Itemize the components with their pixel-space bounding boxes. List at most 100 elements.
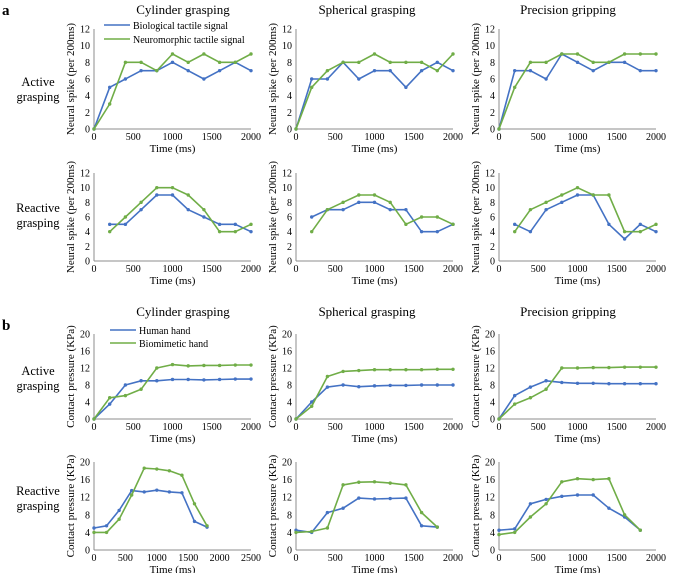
- data-point-neuromorphic-tactile-signal: [108, 102, 112, 106]
- x-tick-label: 0: [294, 422, 299, 433]
- data-point-biological-tactile-signal: [325, 77, 330, 81]
- x-tick-label: 500: [531, 264, 546, 275]
- data-point-biomimetic-hand: [388, 368, 392, 372]
- data-point-biological-tactile-signal: [170, 60, 175, 65]
- y-tick-label: 8: [287, 58, 292, 69]
- y-tick-label: 12: [485, 364, 495, 375]
- data-point-biomimetic-hand: [591, 477, 595, 482]
- data-point-biological-tactile-signal: [357, 200, 361, 205]
- x-tick-label: 1500: [607, 264, 627, 275]
- data-point-neuromorphic-tactile-signal: [654, 52, 658, 56]
- data-point-biological-tactile-signal: [528, 68, 533, 73]
- series-line-biological-tactile-signal: [498, 53, 656, 130]
- data-point-biological-tactile-signal: [607, 222, 611, 227]
- data-point-biomimetic-hand: [310, 529, 314, 534]
- data-point-biological-tactile-signal: [654, 229, 658, 234]
- y-tick-label: 4: [490, 398, 495, 409]
- y-tick-label: 6: [85, 213, 90, 224]
- data-point-neuromorphic-tactile-signal: [202, 52, 206, 56]
- y-tick-label: 20: [80, 458, 90, 469]
- data-point-biomimetic-hand: [139, 387, 143, 391]
- legend-b: Human hand Biomimetic hand: [110, 326, 208, 350]
- x-tick-label: 0: [92, 264, 97, 275]
- y-tick-label: 20: [485, 458, 495, 469]
- legend-a-biological-label: Biological tactile signal: [133, 21, 228, 32]
- x-axis-label: Time (ms): [150, 433, 196, 445]
- data-point-biomimetic-hand: [419, 368, 424, 372]
- data-point-neuromorphic-tactile-signal: [233, 229, 237, 234]
- data-point-neuromorphic-tactile-signal: [341, 60, 345, 65]
- data-point-biological-tactile-signal: [372, 200, 377, 205]
- x-tick-label: 500: [328, 264, 343, 275]
- y-tick-label: 16: [282, 475, 292, 486]
- y-axis-label: Neural spike (per 200ms): [470, 23, 482, 135]
- data-point-biomimetic-hand: [294, 417, 298, 421]
- y-tick-label: 10: [485, 183, 495, 194]
- series-line-human-hand: [93, 489, 208, 529]
- y-tick-label: 16: [80, 475, 90, 486]
- data-point-neuromorphic-tactile-signal: [170, 52, 175, 56]
- x-tick-label: 500: [531, 553, 546, 564]
- data-point-human-hand: [123, 383, 128, 387]
- data-point-biomimetic-hand: [622, 365, 627, 369]
- x-tick-label: 500: [126, 422, 141, 433]
- data-point-biomimetic-hand: [419, 510, 424, 515]
- data-point-biomimetic-hand: [622, 513, 627, 517]
- data-point-biological-tactile-signal: [186, 207, 190, 212]
- data-point-biological-tactile-signal: [217, 222, 222, 227]
- data-point-biomimetic-hand: [186, 364, 190, 368]
- y-axis-label: Neural spike (per 200ms): [65, 161, 77, 273]
- data-point-neuromorphic-tactile-signal: [123, 60, 128, 65]
- y-axis-label: Contact pressure (KPa): [267, 454, 279, 557]
- chart-b-reactive-precision: 0 500 1000 1500 2000 0 4 8 12 16 20 Time (ms) Contac…: [470, 454, 666, 573]
- data-point-biological-tactile-signal: [249, 229, 253, 234]
- data-point-human-hand: [108, 402, 112, 406]
- data-point-neuromorphic-tactile-signal: [638, 229, 642, 234]
- y-tick-label: 4: [85, 91, 90, 102]
- data-point-biological-tactile-signal: [404, 207, 408, 212]
- data-point-biomimetic-hand: [607, 365, 611, 370]
- y-tick-label: 4: [287, 91, 292, 102]
- data-point-biomimetic-hand: [404, 483, 408, 487]
- data-point-neuromorphic-tactile-signal: [294, 127, 298, 131]
- data-point-biomimetic-hand: [435, 367, 439, 371]
- data-point-human-hand: [202, 378, 206, 382]
- y-tick-label: 8: [490, 510, 495, 521]
- row-label-reactive-b-line1: Reactive: [16, 484, 60, 498]
- data-point-biomimetic-hand: [372, 368, 377, 372]
- data-point-neuromorphic-tactile-signal: [404, 222, 408, 227]
- data-point-neuromorphic-tactile-signal: [622, 229, 627, 234]
- x-tick-label: 0: [294, 553, 299, 564]
- series-line-biomimetic-hand: [295, 480, 438, 534]
- chart-a-active-precision: 0 500 1000 1500 2000 0 2 4 6 8 10 12 Time (ms) Neural…: [470, 23, 666, 155]
- data-point-human-hand: [513, 527, 517, 531]
- data-point-neuromorphic-tactile-signal: [249, 222, 253, 227]
- data-point-biomimetic-hand: [325, 374, 330, 379]
- y-tick-label: 4: [287, 528, 292, 539]
- data-point-human-hand: [341, 506, 345, 510]
- data-point-neuromorphic-tactile-signal: [591, 193, 595, 197]
- y-tick-label: 4: [490, 91, 495, 102]
- y-tick-label: 2: [85, 108, 90, 119]
- data-point-biological-tactile-signal: [217, 68, 222, 73]
- legend-b-biomimetic-label: Biomimetic hand: [139, 339, 208, 350]
- data-point-biomimetic-hand: [325, 526, 330, 530]
- column-title-cylinder-b: Cylinder grasping: [136, 304, 230, 319]
- x-tick-label: 0: [92, 553, 97, 564]
- data-point-neuromorphic-tactile-signal: [528, 60, 533, 65]
- x-tick-label: 500: [328, 132, 343, 143]
- data-point-neuromorphic-tactile-signal: [654, 222, 658, 227]
- data-point-biomimetic-hand: [638, 365, 642, 369]
- data-point-biological-tactile-signal: [155, 193, 159, 197]
- x-axis-label: Time (ms): [352, 564, 398, 573]
- data-point-biomimetic-hand: [155, 366, 159, 370]
- data-point-biological-tactile-signal: [170, 193, 175, 197]
- x-tick-label: 2000: [646, 264, 666, 275]
- data-point-biological-tactile-signal: [435, 60, 439, 65]
- data-point-biological-tactile-signal: [139, 207, 143, 212]
- data-point-human-hand: [575, 493, 580, 497]
- row-label-active-a-line2: grasping: [16, 90, 60, 104]
- data-point-biological-tactile-signal: [654, 68, 658, 73]
- x-tick-label: 0: [497, 264, 502, 275]
